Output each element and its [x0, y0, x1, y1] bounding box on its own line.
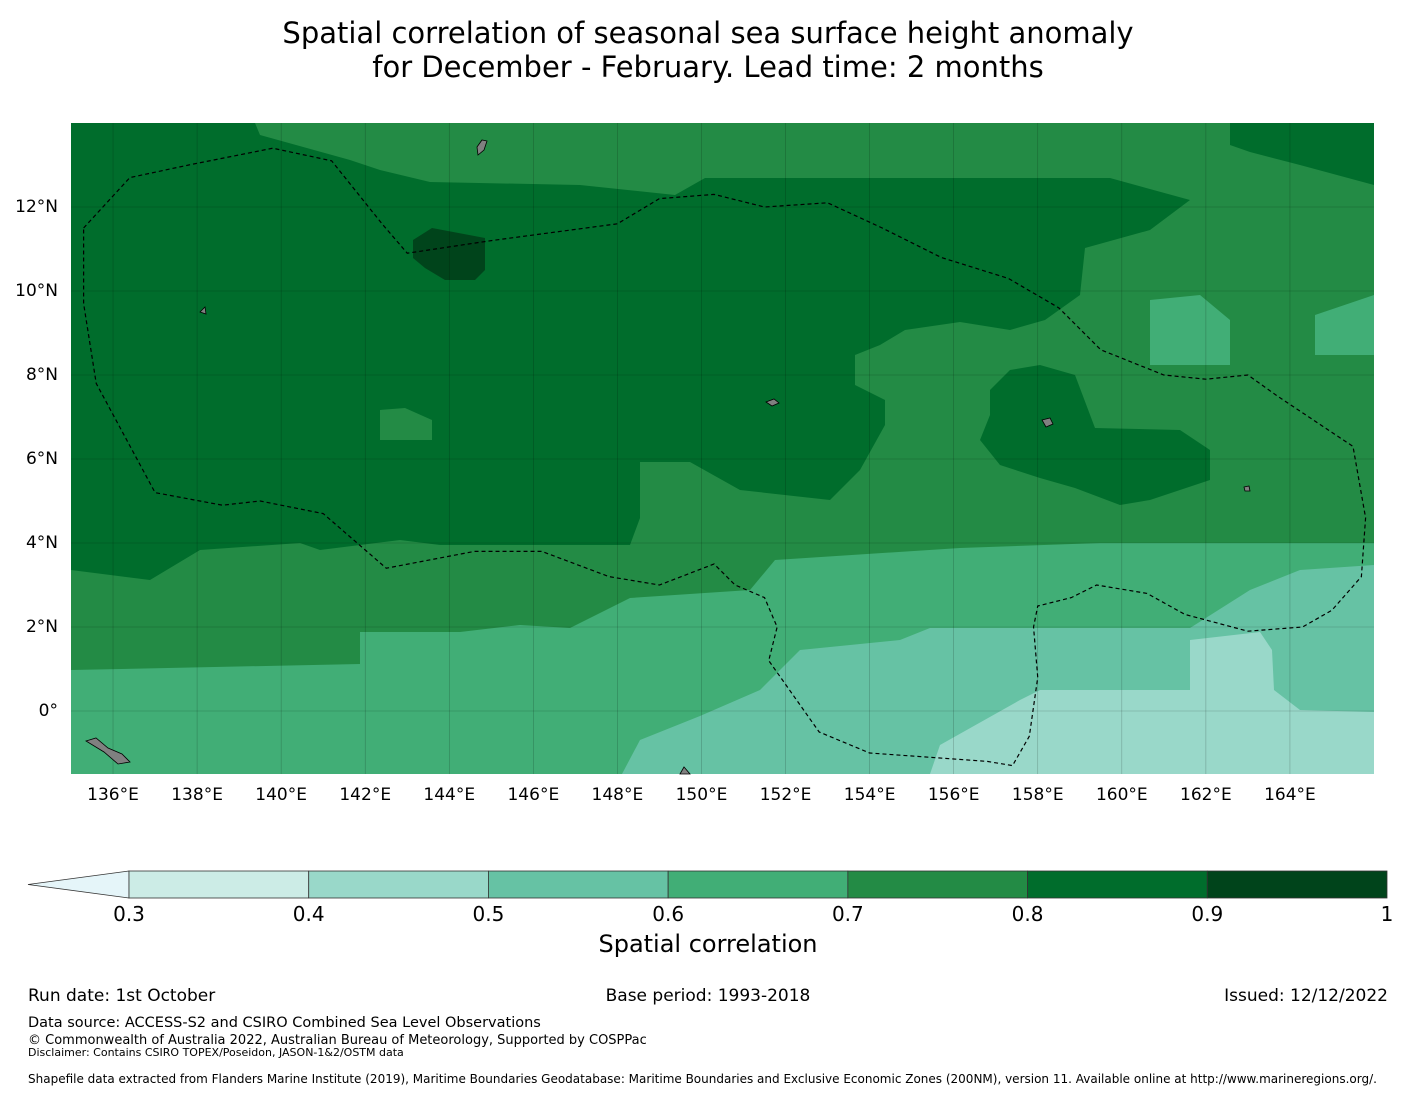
colorbar-tick-label: 1 [1380, 902, 1394, 926]
band-0.4-0.5 [930, 632, 1374, 774]
colorbar-segment [1027, 870, 1208, 899]
shapefile-credit: Shapefile data extracted from Flanders M… [28, 1072, 1377, 1086]
colorbar-tick-label: 0.4 [292, 902, 325, 926]
band-0.6-0.7-east [1150, 295, 1230, 365]
lon-tick-label: 156°E [927, 785, 980, 805]
lon-tick-label: 164°E [1264, 785, 1316, 805]
lon-tick-label: 162°E [1180, 785, 1232, 805]
island-kosrae [1243, 485, 1251, 492]
colorbar-segment [308, 870, 489, 899]
map-title-line-2: for December - February. Lead time: 2 mo… [372, 50, 1044, 84]
colorbar-tick-label: 0.6 [652, 902, 685, 926]
island-pohnpei [1041, 417, 1054, 428]
colorbar-segment [847, 870, 1028, 899]
colorbar-tick-label: 0.3 [113, 902, 145, 926]
disclaimer: Disclaimer: Contains CSIRO TOPEX/Poseido… [28, 1046, 404, 1059]
lon-tick-label: 154°E [843, 785, 896, 805]
island-chuuk [765, 398, 780, 407]
lon-tick-label: 140°E [255, 785, 308, 805]
run-date: Run date: 1st October [28, 986, 216, 1006]
island-png-coast [679, 766, 691, 775]
lat-tick-label: 6°N [25, 449, 58, 469]
lon-tick-label: 150°E [675, 785, 728, 805]
colorbar-tick-label: 0.9 [1191, 902, 1224, 926]
band-0.8-0.9-ne [1230, 123, 1374, 185]
island-palau [85, 737, 131, 765]
colorbar-segment [128, 870, 310, 899]
band-0.8-0.9-west [71, 123, 1190, 580]
lon-tick-label: 152°E [759, 785, 812, 805]
lat-tick-label: 0° [38, 701, 58, 721]
colorbar-segment [1206, 870, 1388, 899]
data-source: Data source: ACCESS-S2 and CSIRO Combine… [28, 1015, 541, 1031]
colorbar-tick-label: 0.7 [831, 902, 864, 926]
map-title-line-1: Spatial correlation of seasonal sea surf… [282, 16, 1134, 50]
colorbar-label: Spatial correlation [598, 930, 818, 958]
eez-boundary [83, 147, 1367, 767]
lon-tick-label: 146°E [507, 785, 560, 805]
band-0.9-1.0 [413, 228, 485, 280]
lon-tick-label: 138°E [171, 785, 223, 805]
lon-tick-label: 158°E [1011, 785, 1064, 805]
lon-tick-label: 136°E [87, 785, 139, 805]
lat-tick-label: 2°N [25, 617, 58, 637]
issued-date: Issued: 12/12/2022 [1224, 986, 1388, 1006]
colorbar-segment [488, 870, 669, 899]
base-period: Base period: 1993-2018 [605, 986, 811, 1006]
colorbar-segment [667, 870, 849, 899]
lat-tick-label: 4°N [25, 533, 58, 553]
lat-tick-label: 10°N [15, 281, 58, 301]
lat-tick-label: 12°N [15, 197, 58, 217]
lon-tick-label: 142°E [339, 785, 392, 805]
lon-tick-label: 148°E [591, 785, 644, 805]
band-0.8-0.9-east [980, 365, 1210, 505]
lon-tick-label: 160°E [1095, 785, 1148, 805]
lat-tick-label: 8°N [25, 365, 58, 385]
band-0.6-0.7-ne [1315, 295, 1374, 355]
colorbar-tick-label: 0.8 [1011, 902, 1044, 926]
colorbar-extend-arrow [27, 870, 130, 899]
colorbar-tick-label: 0.5 [472, 902, 505, 926]
copyright: © Commonwealth of Australia 2022, Austra… [28, 1033, 647, 1048]
island-guam [476, 139, 488, 156]
band-0.7-0.8-patch [380, 408, 432, 440]
lon-tick-label: 144°E [423, 785, 476, 805]
island-yap [199, 306, 207, 315]
correlation-map [71, 123, 1374, 775]
